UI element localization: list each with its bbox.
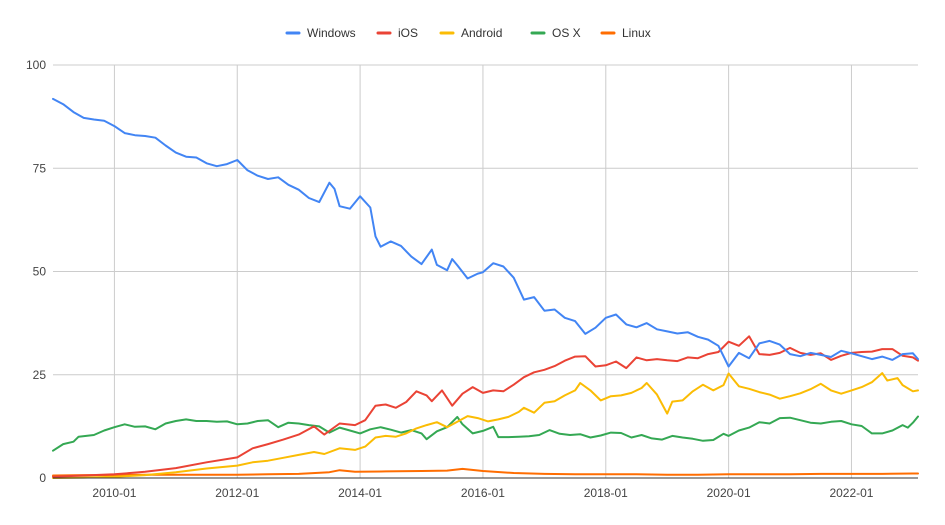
series-line-ios xyxy=(52,335,919,478)
y-tick-label: 25 xyxy=(33,368,47,382)
legend-item-linux: Linux xyxy=(600,26,651,40)
legend-item-android: Android xyxy=(439,26,502,40)
legend-item-windows: Windows xyxy=(285,26,356,40)
x-tick-label: 2022-01 xyxy=(829,486,873,500)
y-tick-label: 0 xyxy=(39,471,46,485)
x-tick-label: 2014-01 xyxy=(338,486,382,500)
gridlines xyxy=(53,64,918,478)
series-line-os-x xyxy=(52,415,919,452)
y-tick-label: 50 xyxy=(33,265,47,279)
legend-item-os-x: OS X xyxy=(530,26,581,40)
y-tick-label: 75 xyxy=(33,161,47,175)
legend-label: Windows xyxy=(307,26,356,40)
legend: Windows iOS Android OS X Linux xyxy=(285,26,651,40)
x-tick-label: 2020-01 xyxy=(707,486,751,500)
x-tick-label: 2016-01 xyxy=(461,486,505,500)
series-line-android xyxy=(52,372,919,479)
series-line-windows xyxy=(52,97,919,368)
x-tick-label: 2010-01 xyxy=(92,486,136,500)
x-tick-label: 2018-01 xyxy=(584,486,628,500)
legend-item-ios: iOS xyxy=(376,26,418,40)
y-tick-label: 100 xyxy=(26,58,46,72)
x-tick-label: 2012-01 xyxy=(215,486,259,500)
series-lines xyxy=(52,97,919,479)
axes: 0 25 50 75 100 2010-01 2012-01 2014-01 2016-01 20… xyxy=(26,58,918,500)
legend-label: OS X xyxy=(552,26,581,40)
legend-label: Linux xyxy=(622,26,651,40)
series-line-linux xyxy=(52,467,919,477)
legend-label: Android xyxy=(461,26,502,40)
legend-label: iOS xyxy=(398,26,418,40)
